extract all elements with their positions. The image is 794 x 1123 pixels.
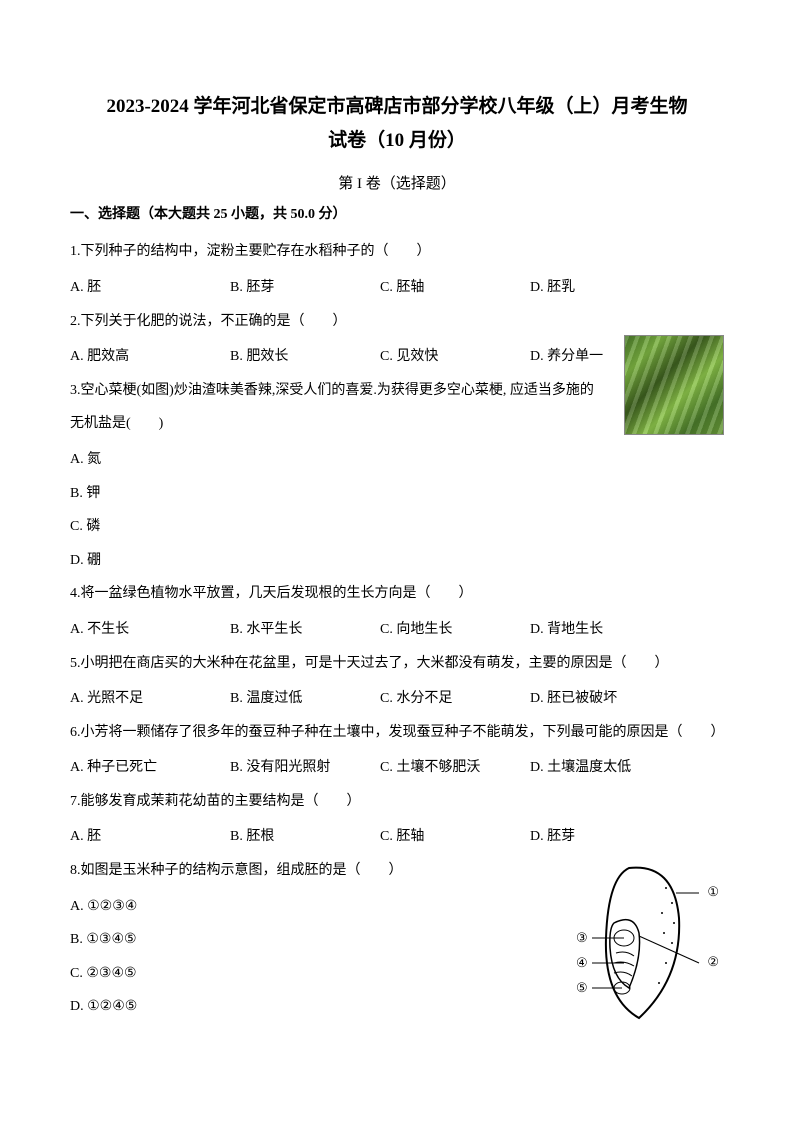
q3-opt-b: B. 钾 [70,477,724,511]
q5-opt-d: D. 胚已被破坏 [530,682,680,716]
question-7-stem: 7.能够发育成茉莉花幼苗的主要结构是（ ） [70,785,724,819]
seed-label-2: ② [707,954,719,970]
q4-opt-b: B. 水平生长 [230,613,380,647]
q5-opt-a: A. 光照不足 [70,682,230,716]
question-6-options: A. 种子已死亡 B. 没有阳光照射 C. 土壤不够肥沃 D. 土壤温度太低 [70,751,724,785]
question-7-options: A. 胚 B. 胚根 C. 胚轴 D. 胚芽 [70,820,724,854]
q6-opt-c: C. 土壤不够肥沃 [380,751,530,785]
q6-opt-d: D. 土壤温度太低 [530,751,680,785]
q2-opt-a: A. 肥效高 [70,340,230,374]
seed-label-5: ⑤ [576,980,588,996]
q3-opt-a: A. 氮 [70,443,724,477]
seed-label-1: ① [707,884,719,900]
section-label: 第 I 卷（选择题） [70,172,724,193]
title-line-2: 试卷（10 月份） [70,124,724,158]
q7-opt-a: A. 胚 [70,820,230,854]
seed-label-4: ④ [576,955,588,971]
q7-opt-b: B. 胚根 [230,820,380,854]
question-5-stem: 5.小明把在商店买的大米种在花盆里，可是十天过去了，大米都没有萌发，主要的原因是… [70,647,724,681]
q2-opt-c: C. 见效快 [380,340,530,374]
q1-opt-d: D. 胚乳 [530,271,680,305]
q3-opt-d: D. 硼 [70,544,724,578]
title-line-1: 2023-2024 学年河北省保定市高碑店市部分学校八年级（上）月考生物 [70,90,724,124]
q5-opt-b: B. 温度过低 [230,682,380,716]
q4-opt-d: D. 背地生长 [530,613,680,647]
question-3-options: A. 氮 B. 钾 C. 磷 D. 硼 [70,443,724,577]
vegetable-image [624,335,724,435]
question-6-stem: 6.小芳将一颗储存了很多年的蚕豆种子种在土壤中，发现蚕豆种子不能萌发，下列最可能… [70,716,724,750]
seed-label-3: ③ [576,930,588,946]
q1-opt-c: C. 胚轴 [380,271,530,305]
question-1-stem: 1.下列种子的结构中，淀粉主要贮存在水稻种子的（ ） [70,235,724,269]
instructions: 一、选择题（本大题共 25 小题，共 50.0 分） [70,203,724,223]
q1-opt-a: A. 胚 [70,271,230,305]
question-1-options: A. 胚 B. 胚芽 C. 胚轴 D. 胚乳 [70,271,724,305]
q6-opt-a: A. 种子已死亡 [70,751,230,785]
q6-opt-b: B. 没有阳光照射 [230,751,380,785]
question-5-options: A. 光照不足 B. 温度过低 C. 水分不足 D. 胚已被破坏 [70,682,724,716]
question-2-stem: 2.下列关于化肥的说法，不正确的是（ ） [70,305,724,339]
corn-seed-diagram: ① ② ③ ④ ⑤ [584,858,724,1028]
q4-opt-a: A. 不生长 [70,613,230,647]
q3-opt-c: C. 磷 [70,510,724,544]
q2-opt-b: B. 肥效长 [230,340,380,374]
q7-opt-c: C. 胚轴 [380,820,530,854]
q1-opt-b: B. 胚芽 [230,271,380,305]
question-4-options: A. 不生长 B. 水平生长 C. 向地生长 D. 背地生长 [70,613,724,647]
q7-opt-d: D. 胚芽 [530,820,680,854]
question-4-stem: 4.将一盆绿色植物水平放置，几天后发现根的生长方向是（ ） [70,577,724,611]
q5-opt-c: C. 水分不足 [380,682,530,716]
q4-opt-c: C. 向地生长 [380,613,530,647]
